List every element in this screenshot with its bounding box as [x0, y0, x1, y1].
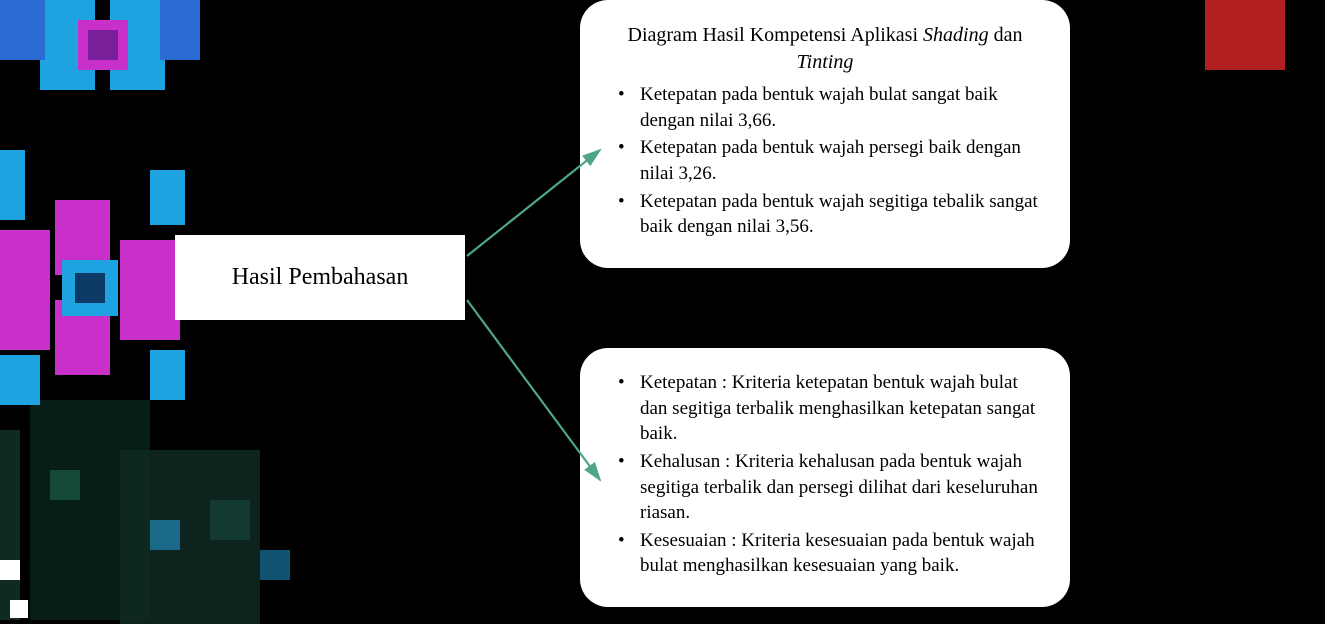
- callout-bottom-list: Ketepatan : Kriteria ketepatan bentuk wa…: [612, 370, 1038, 579]
- list-item: Ketepatan pada bentuk wajah persegi baik…: [640, 135, 1038, 186]
- callout-top-title: Diagram Hasil Kompetensi Aplikasi Shadin…: [612, 22, 1038, 76]
- callout-bottom: Ketepatan : Kriteria ketepatan bentuk wa…: [580, 348, 1070, 607]
- deco-stems: [0, 400, 290, 624]
- list-item: Ketepatan : Kriteria ketepatan bentuk wa…: [640, 370, 1038, 447]
- callout-top: Diagram Hasil Kompetensi Aplikasi Shadin…: [580, 0, 1070, 268]
- deco-flower-mid: [0, 150, 185, 405]
- accent-rect: [1205, 0, 1285, 70]
- slide: { "colors":{ "background":"#000000", "bo…: [0, 0, 1325, 624]
- main-label-box: Hasil Pembahasan: [175, 235, 465, 320]
- list-item: Ketepatan pada bentuk wajah segitiga teb…: [640, 189, 1038, 240]
- deco-flower-top: [0, 0, 200, 90]
- list-item: Kesesuaian : Kriteria kesesuaian pada be…: [640, 528, 1038, 579]
- main-label-text: Hasil Pembahasan: [232, 264, 409, 291]
- title-mid: dan: [989, 24, 1023, 46]
- list-item: Ketepatan pada bentuk wajah bulat sangat…: [640, 82, 1038, 133]
- title-italic-1: Shading: [923, 24, 989, 46]
- title-italic-2: Tinting: [797, 51, 854, 73]
- callout-top-list: Ketepatan pada bentuk wajah bulat sangat…: [612, 82, 1038, 240]
- title-pre: Diagram Hasil Kompetensi Aplikasi: [628, 24, 924, 46]
- list-item: Kehalusan : Kriteria kehalusan pada bent…: [640, 449, 1038, 526]
